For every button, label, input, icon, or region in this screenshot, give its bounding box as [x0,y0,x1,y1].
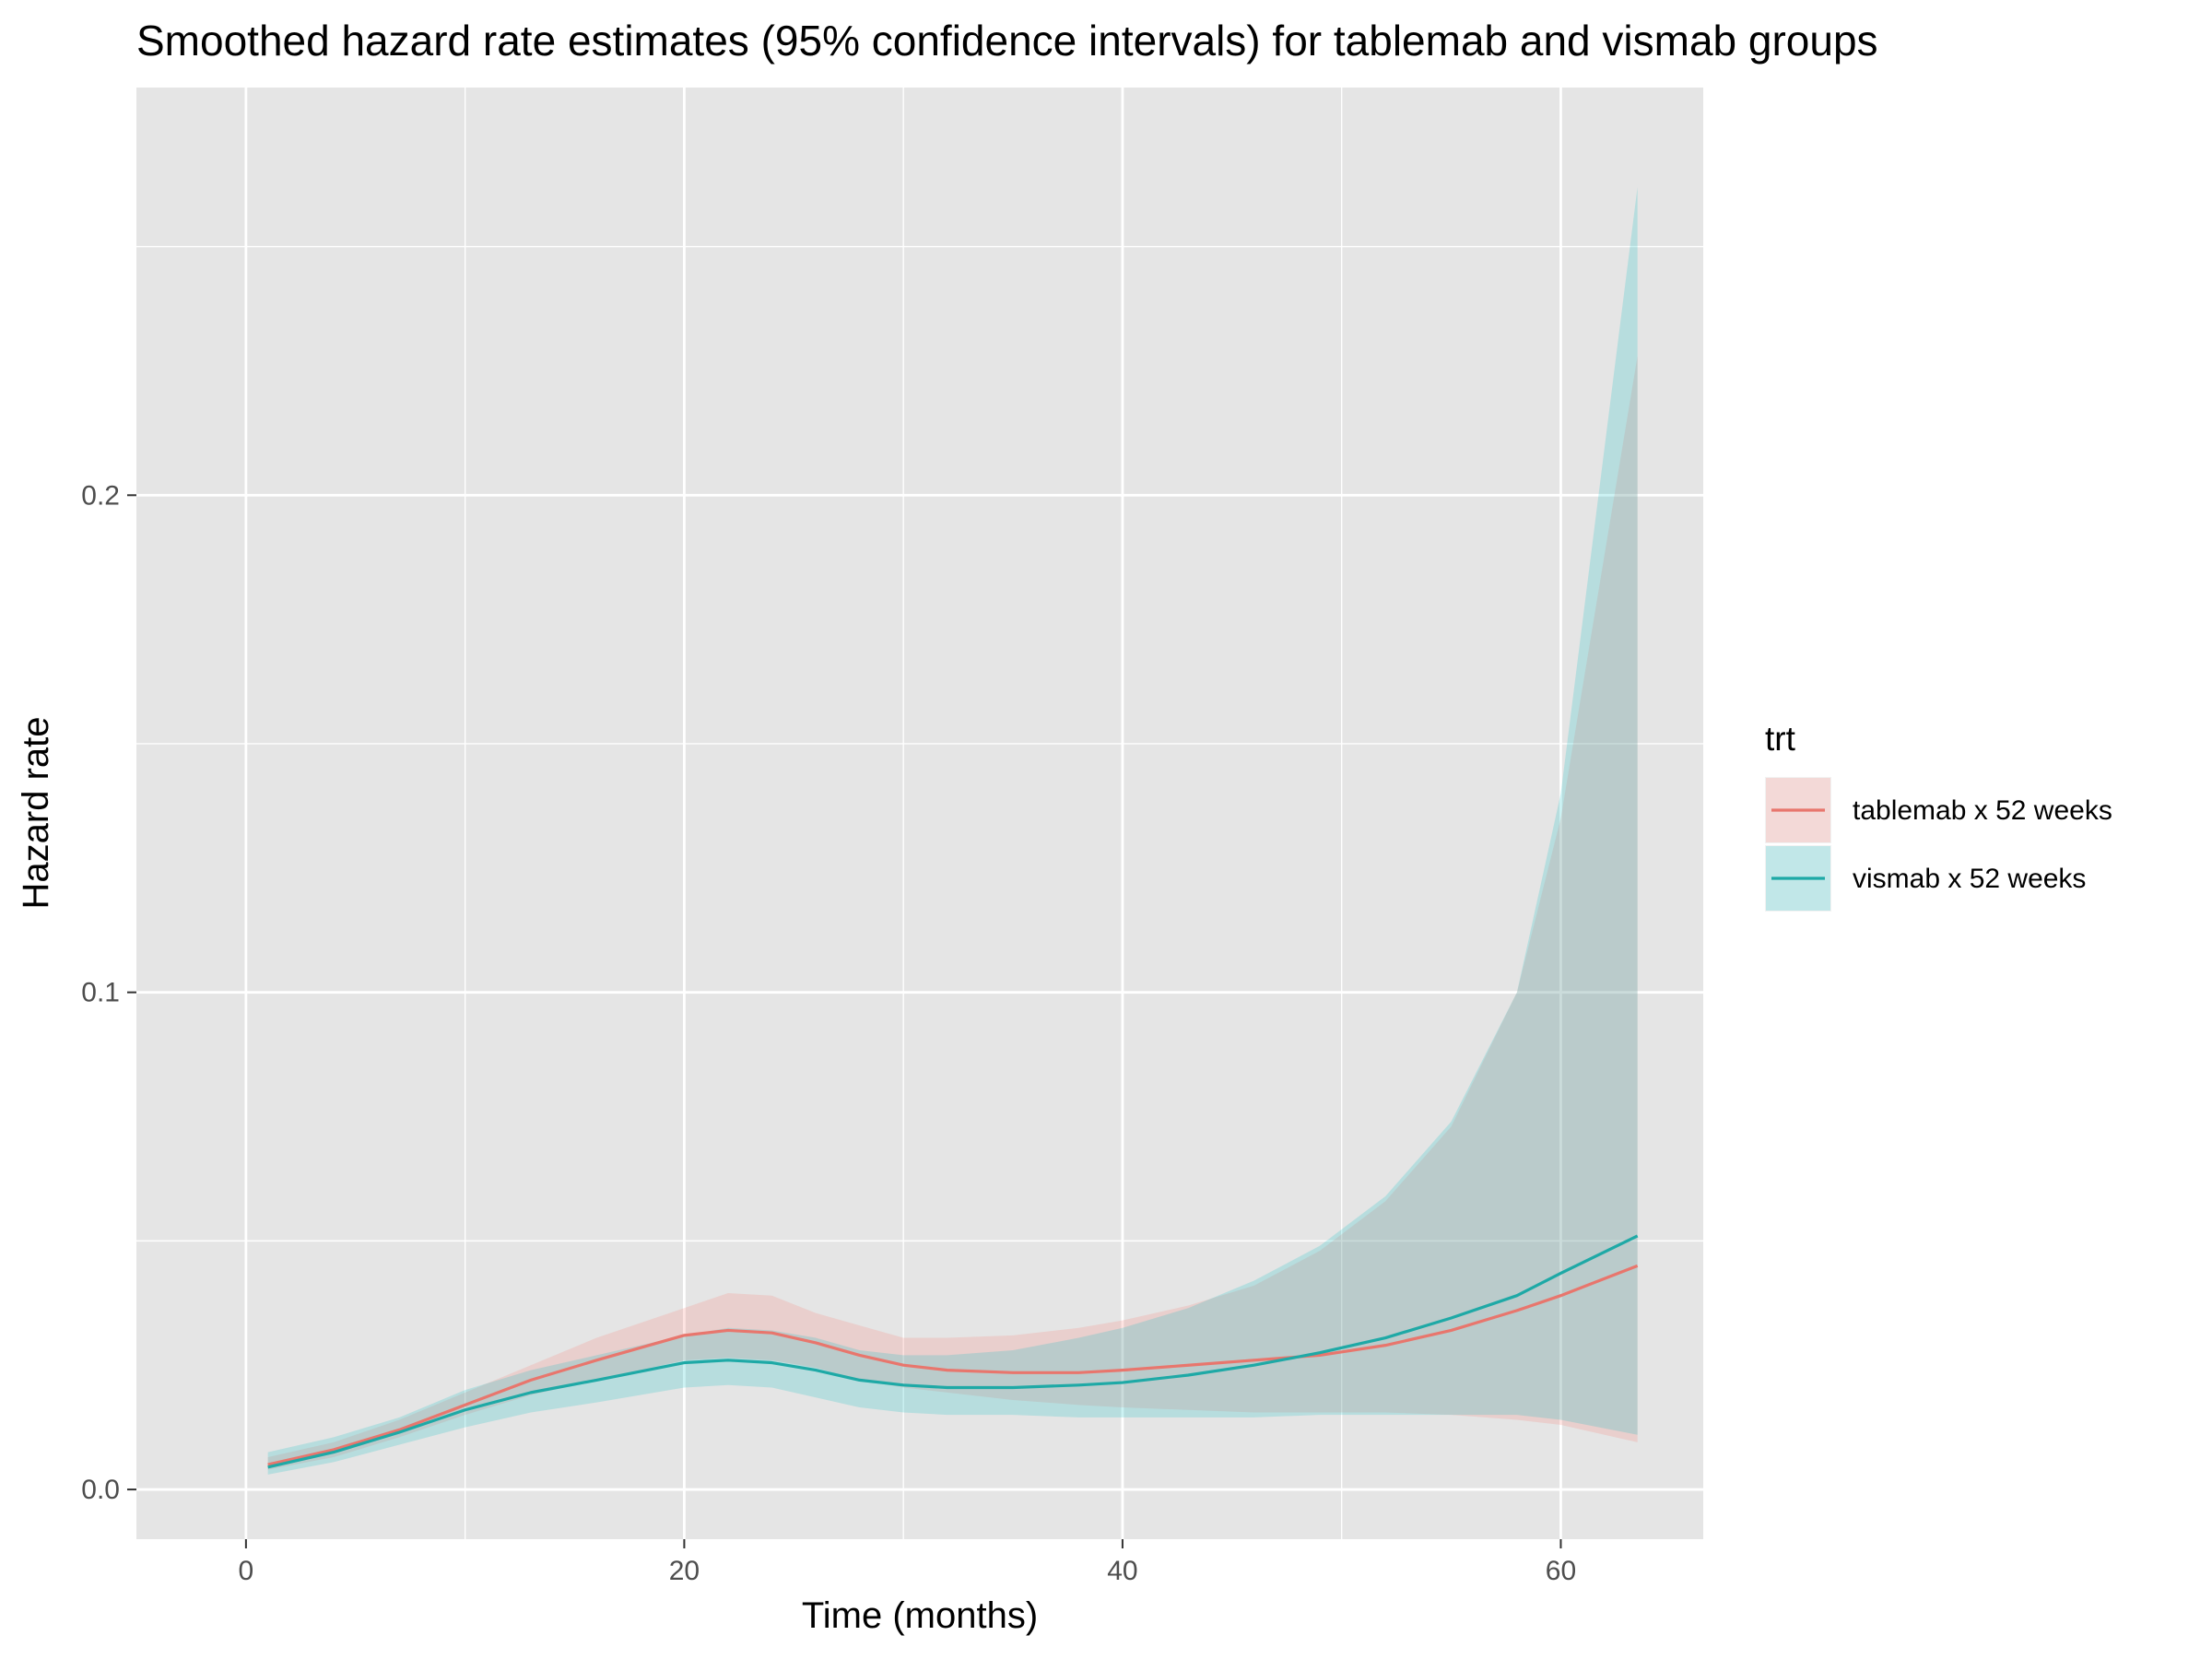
y-tick-label: 0.0 [81,1475,120,1505]
ribbon-tablemab [267,356,1638,1470]
x-tick-label: 0 [239,1556,254,1586]
legend-items: tablemab x 52 weeks vismab x 52 weeks [1765,777,2112,912]
line-vismab [267,1234,1639,1469]
x-tick-label: 20 [669,1556,700,1586]
legend: trt tablemab x 52 weeks vismab x 52 weeks [1765,720,2112,912]
y-tick-label: 0.2 [81,480,120,511]
confidence-ribbons [267,186,1638,1475]
x-axis: 0 20 40 60 [239,1539,1576,1586]
y-axis-title: Hazard rate [16,717,56,910]
y-tick-label: 0.1 [81,978,120,1008]
y-axis: 0.0 0.1 0.2 [81,480,136,1505]
legend-label: vismab x 52 weeks [1853,864,2086,894]
legend-key [1765,777,1831,843]
x-tick-label: 40 [1107,1556,1137,1586]
x-tick-label: 60 [1546,1556,1576,1586]
legend-key [1765,845,1831,912]
line-tablemab [267,1264,1639,1466]
chart-title: Smoothed hazard rate estimates (95% conf… [136,17,1878,65]
major-grid [136,88,1703,1539]
minor-grid [136,88,1703,1539]
plot-panel [136,88,1703,1539]
legend-title: trt [1765,720,1796,758]
hazard-lines [267,1234,1639,1469]
legend-label: tablemab x 52 weeks [1853,795,2112,826]
ribbon-vismab [267,186,1638,1475]
x-axis-title: Time (months) [802,1595,1038,1636]
